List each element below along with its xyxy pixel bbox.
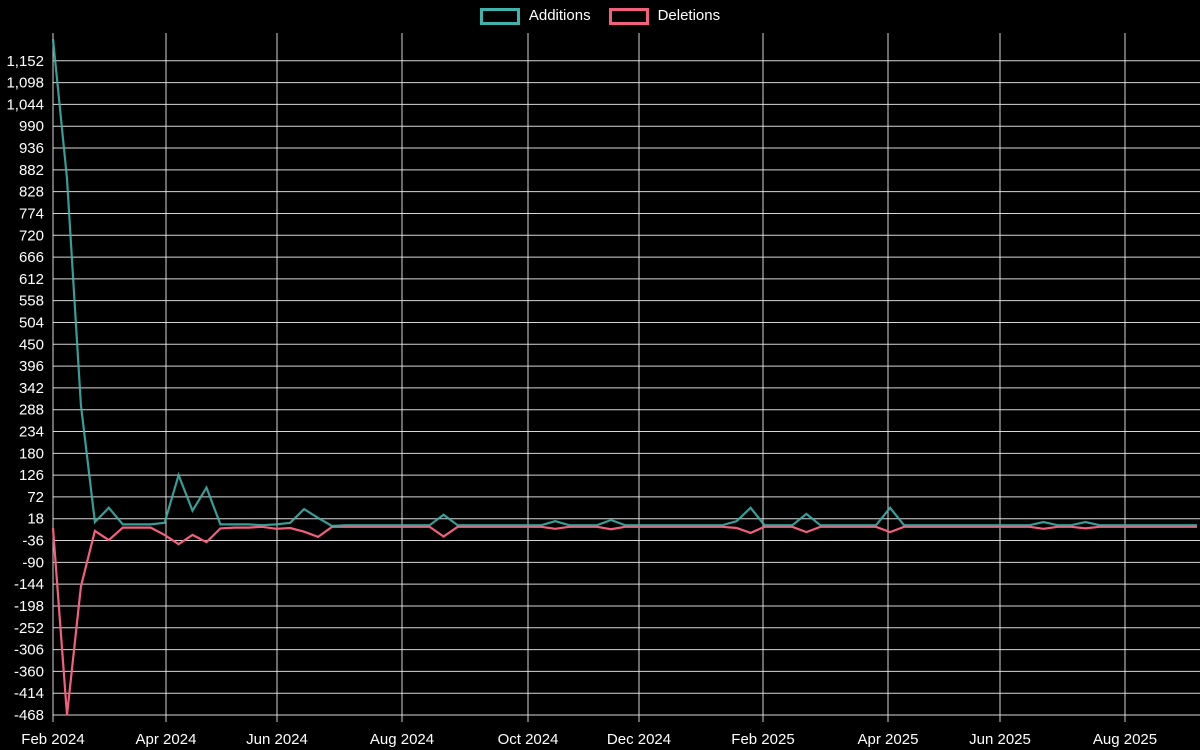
y-axis-tick-label: 990 xyxy=(19,118,44,135)
y-axis-tick-label: -360 xyxy=(14,663,44,680)
x-axis-tick-label: Oct 2024 xyxy=(498,731,559,748)
y-axis-tick-label: 882 xyxy=(19,162,44,179)
y-axis-tick-label: -36 xyxy=(22,533,44,550)
y-axis-tick-label: 612 xyxy=(19,271,44,288)
x-axis-tick-label: Feb 2025 xyxy=(731,731,794,748)
y-axis-tick-label: -198 xyxy=(14,598,44,615)
legend-item-additions[interactable]: Additions xyxy=(479,7,591,25)
y-axis-tick-label: 504 xyxy=(19,314,44,331)
y-axis-tick-label: 18 xyxy=(27,511,44,528)
x-axis-tick-label: Jun 2025 xyxy=(969,731,1031,748)
y-axis-tick-label: 828 xyxy=(19,184,44,201)
y-axis-tick-label: -252 xyxy=(14,620,44,637)
series-line-deletions xyxy=(51,525,1197,716)
y-axis-tick-label: 396 xyxy=(19,358,44,375)
legend-label-additions: Additions xyxy=(528,7,591,24)
y-axis-tick-label: -468 xyxy=(14,707,44,724)
y-axis-tick-label: 1,152 xyxy=(6,53,44,70)
y-axis-tick-label: 774 xyxy=(19,205,44,222)
x-axis-tick-label: Feb 2024 xyxy=(21,731,84,748)
y-axis-tick-label: -414 xyxy=(14,685,44,702)
x-axis-tick-label: Aug 2024 xyxy=(370,731,434,748)
additions-swatch-icon xyxy=(479,7,520,25)
x-axis-tick-label: Dec 2024 xyxy=(607,731,671,748)
series-line-additions xyxy=(51,38,1197,528)
legend-item-deletions[interactable]: Deletions xyxy=(608,7,721,25)
y-axis-tick-label: -90 xyxy=(22,554,44,571)
y-axis-tick-label: 450 xyxy=(19,336,44,353)
y-axis-tick-label: 180 xyxy=(19,445,44,462)
y-axis-tick-label: 234 xyxy=(19,424,44,441)
y-axis-tick-label: 72 xyxy=(27,489,44,506)
legend-label-deletions: Deletions xyxy=(657,7,721,24)
y-axis-tick-label: 288 xyxy=(19,402,44,419)
x-axis-tick-label: Aug 2025 xyxy=(1093,731,1157,748)
y-axis-tick-label: -306 xyxy=(14,642,44,659)
chart-legend: Additions Deletions xyxy=(0,7,1200,25)
y-axis-tick-label: 936 xyxy=(19,140,44,157)
x-axis-tick-label: Apr 2024 xyxy=(136,731,197,748)
y-axis-tick-label: 558 xyxy=(19,293,44,310)
y-axis-tick-label: 1,098 xyxy=(6,75,44,92)
y-axis-tick-label: -144 xyxy=(14,576,44,593)
x-axis-tick-label: Apr 2025 xyxy=(858,731,919,748)
y-axis-tick-label: 126 xyxy=(19,467,44,484)
y-axis-tick-label: 342 xyxy=(19,380,44,397)
deletions-swatch-icon xyxy=(608,7,649,25)
y-axis-tick-label: 720 xyxy=(19,227,44,244)
y-axis-tick-label: 1,044 xyxy=(6,96,44,113)
x-axis-tick-label: Jun 2024 xyxy=(246,731,308,748)
y-axis-tick-label: 666 xyxy=(19,249,44,266)
